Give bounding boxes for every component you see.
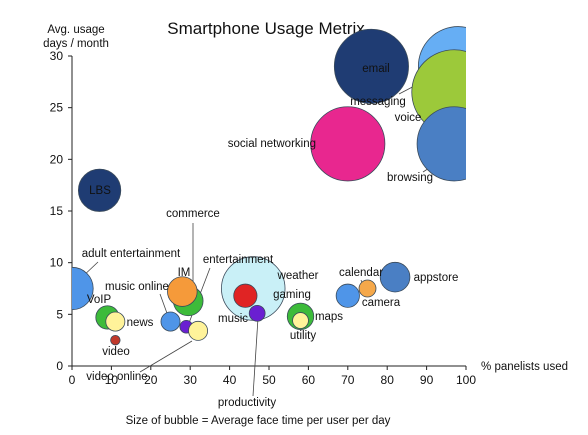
bubble-music	[233, 283, 258, 308]
leader-video-online	[139, 340, 193, 373]
x-tick-label: 50	[262, 373, 276, 387]
y-tick-label: 5	[56, 307, 63, 321]
bubble-browsing	[416, 106, 466, 182]
x-tick-label: 40	[223, 373, 237, 387]
bubble-music-online	[160, 311, 181, 332]
label-commerce: commerce	[166, 208, 220, 220]
y-axis-label-line2: days / month	[43, 38, 109, 50]
x-tick-label: 10	[105, 373, 119, 387]
bubble-labels: email messaging voice social networking brow…	[82, 63, 459, 409]
chart-title: Smartphone Usage Metrix	[167, 19, 365, 38]
y-tick-label: 15	[50, 204, 64, 218]
label-im: IM	[178, 267, 191, 279]
label-music-online: music online	[105, 281, 169, 293]
bubble-utility	[292, 312, 309, 329]
x-tick-label: 80	[381, 373, 395, 387]
x-tick-label: 30	[184, 373, 198, 387]
bubble-video-online	[188, 320, 209, 341]
label-music: music	[218, 313, 248, 325]
label-video: video	[102, 346, 130, 358]
chart-caption: Size of bubble = Average face time per u…	[126, 415, 391, 427]
label-browsing: browsing	[387, 172, 433, 184]
label-camera: camera	[362, 297, 401, 309]
bubble-camera	[335, 283, 360, 308]
label-voip: VoIP	[87, 294, 112, 306]
bubble-im	[167, 276, 198, 307]
y-tick-label: 25	[50, 101, 64, 115]
label-gaming: gaming	[273, 289, 311, 301]
leader-music-online	[159, 293, 169, 317]
label-weather: weather	[277, 270, 319, 282]
y-tick-label: 20	[50, 152, 64, 166]
label-voice: voice	[395, 112, 422, 124]
label-email: email	[362, 63, 389, 75]
label-productivity: productivity	[218, 397, 276, 409]
axes-group: 0 10 20 30 40 50 60 70 80 90 100 0 5 10 15 20 25 30	[50, 49, 477, 387]
x-tick-label: 60	[302, 373, 316, 387]
leader-productivity	[252, 317, 259, 397]
x-tick-label: 0	[69, 373, 76, 387]
bubble-news	[105, 311, 126, 332]
x-tick-label: 100	[456, 373, 476, 387]
bubble-appstore	[379, 261, 411, 293]
label-video-online: video online	[86, 371, 147, 383]
y-tick-label: 10	[50, 256, 64, 270]
x-tick-label: 20	[144, 373, 158, 387]
x-tick-label: 90	[420, 373, 434, 387]
label-news: news	[127, 317, 154, 329]
label-utility: utility	[290, 330, 316, 342]
bubble-productivity	[248, 304, 266, 322]
leader-lines	[79, 69, 449, 397]
bubble-video	[110, 334, 121, 346]
label-messaging: messaging	[350, 96, 406, 108]
label-social-networking: social networking	[228, 138, 316, 150]
y-axis-label-line1: Avg. usage	[47, 24, 104, 36]
label-lbs: LBS	[89, 185, 111, 197]
label-calendar: calendar	[339, 267, 383, 279]
bubbles-group	[72, 26, 466, 346]
label-adult-entertainment: adult entertainment	[82, 248, 181, 260]
y-tick-label: 30	[50, 49, 64, 63]
bubble-calendar	[358, 279, 377, 298]
bubble-lbs	[77, 168, 122, 212]
y-tick-label: 0	[56, 359, 63, 373]
label-entertainment: entertainment	[203, 254, 274, 266]
label-maps: maps	[315, 311, 343, 323]
bubble-email	[333, 28, 409, 104]
x-axis-label: % panelists used	[481, 361, 568, 373]
x-tick-label: 70	[341, 373, 355, 387]
bubble-adult-entertainment	[72, 266, 94, 311]
bubble-social-networking	[310, 106, 386, 182]
label-appstore: appstore	[414, 272, 459, 284]
